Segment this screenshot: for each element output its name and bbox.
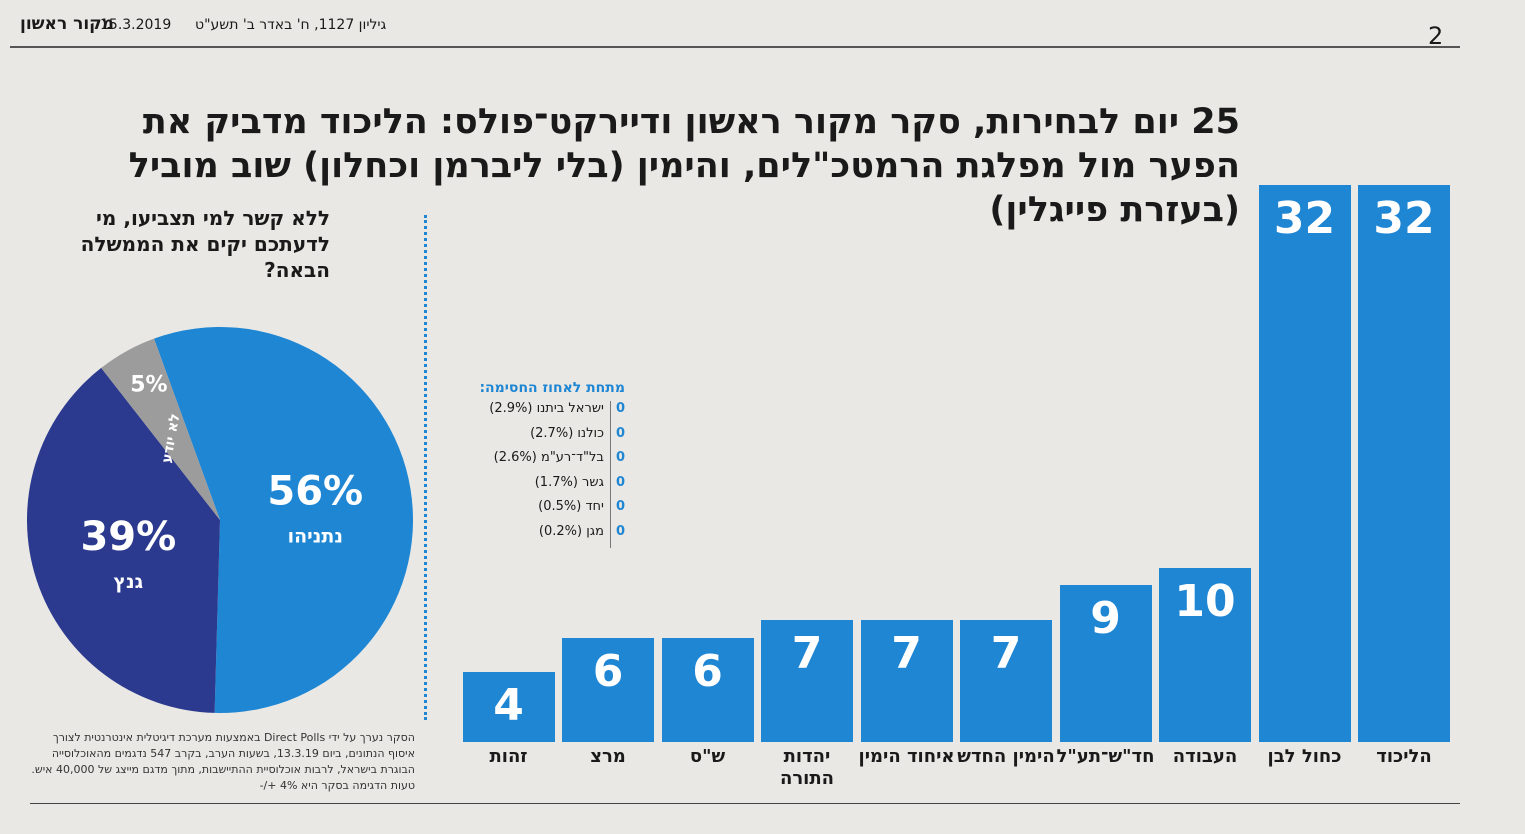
threshold-title: מתחת לאחוז החסימה:: [479, 380, 625, 396]
bar: [761, 620, 853, 742]
divider: [424, 215, 427, 720]
headline: 25 יום לבחירות, סקר מקור ראשון ודיירקט־פ…: [128, 102, 1240, 230]
bar: [1358, 185, 1450, 742]
bar: [1059, 585, 1152, 742]
x-tick-label: העבודה: [1172, 746, 1238, 767]
bar-value-label: 32: [1373, 193, 1435, 244]
bar: [661, 637, 754, 742]
threshold-box: מתחת לאחוז החסימה: 0 ישראל ביתנו (2.9%) 0 כ…: [445, 380, 625, 548]
bar: [1258, 185, 1351, 742]
x-tick-label: איחוד הימין: [858, 746, 955, 767]
bar: [562, 637, 654, 742]
x-tick-label: חד"ש־תע"ל: [1056, 746, 1155, 767]
threshold-seats: 0: [609, 474, 625, 499]
threshold-seats: 0: [609, 425, 625, 450]
bar-value-label: 6: [692, 645, 723, 697]
pie-slice: [101, 338, 220, 520]
pie-category-label: נתניהו: [288, 526, 343, 548]
bar: [1159, 567, 1251, 742]
threshold-party: בל"ד־רע"מ (2.6%): [493, 450, 604, 465]
x-tick-label: הימין החדש: [957, 746, 1055, 767]
threshold-party: מגן (0.2%): [538, 523, 604, 539]
x-tick-label: ש"ס: [689, 746, 726, 767]
rule: [10, 46, 1460, 48]
rule: [30, 803, 1460, 804]
bar: [860, 620, 953, 742]
pie-value-label: 5%: [130, 373, 167, 398]
threshold-party: כולנו (2.7%): [530, 425, 604, 441]
bar-value-label: 32: [1273, 193, 1336, 244]
pie-category-label: גנץ: [113, 571, 143, 593]
bar-value-label: 7: [791, 628, 823, 680]
bar: [462, 672, 555, 742]
threshold-party: גשר (1.7%): [534, 474, 604, 490]
page-number: 2: [1428, 22, 1444, 50]
date: 15.3.2019: [100, 17, 172, 33]
threshold-row: 0 ישראל ביתנו (2.9%): [445, 401, 625, 426]
threshold-list: 0 ישראל ביתנו (2.9%) 0 כולנו (2.7%) 0 בל"ד־רע…: [445, 401, 625, 548]
pie-value-label: 56%: [267, 469, 363, 515]
pie-slice: [153, 327, 414, 713]
x-tick-label: הליכוד: [1376, 746, 1432, 767]
threshold-seats: 0: [609, 523, 625, 548]
bar-value-label: 9: [1090, 593, 1121, 645]
bar-value-label: 6: [592, 645, 624, 697]
bar-value-label: 4: [493, 680, 524, 732]
masthead: מקור ראשון: [20, 14, 114, 34]
pie-value-label: 39%: [80, 514, 176, 560]
threshold-row: 0 גשר (1.7%): [445, 474, 625, 499]
pie-slice: [26, 367, 220, 713]
threshold-row: 0 כולנו (2.7%): [445, 425, 625, 450]
threshold-row: 0 בל"ד־רע"מ (2.6%): [445, 450, 625, 475]
bar: [960, 620, 1052, 742]
bar-value-label: 7: [891, 628, 922, 680]
threshold-party: ישראל ביתנו (2.9%): [489, 401, 604, 416]
threshold-row: 0 מגן (0.2%): [445, 523, 625, 548]
x-tick-label: כחול לבן: [1267, 746, 1342, 767]
x-tick-label: זהות: [489, 746, 528, 767]
threshold-party: יחד (0.5%): [538, 499, 604, 514]
pie-title: ללא קשר למי תצביעו, מי לדעתכם יקים את המ…: [80, 206, 330, 282]
x-tick-label: מרצ: [590, 746, 626, 767]
footnote: הסקר נערך על ידי Direct Polls באמצעות מע…: [31, 731, 415, 792]
threshold-row: 0 יחד (0.5%): [445, 499, 625, 524]
threshold-seats: 0: [609, 450, 625, 475]
bar-value-label: 10: [1174, 575, 1236, 627]
issue: גיליון 1127, ח' באדר ב' תשע"ט: [195, 17, 387, 33]
threshold-seats: 0: [609, 401, 625, 426]
x-tick-label: יהדות התורה: [779, 746, 835, 789]
bar-value-label: 7: [990, 628, 1022, 680]
threshold-seats: 0: [609, 499, 625, 524]
